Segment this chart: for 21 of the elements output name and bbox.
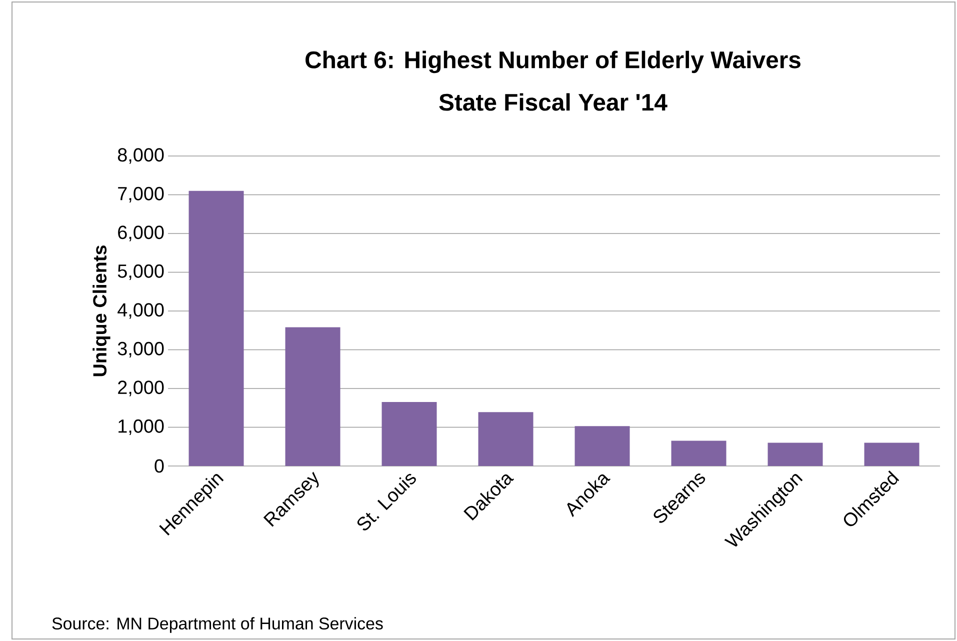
y-tick-label: 5,000 bbox=[118, 264, 164, 280]
y-tick-label: 4,000 bbox=[118, 303, 164, 319]
bar bbox=[188, 190, 244, 466]
bar bbox=[574, 426, 630, 466]
chart-title: Chart 6: Highest Number of Elderly Waivers bbox=[306, 50, 800, 74]
bar bbox=[478, 412, 534, 466]
bar bbox=[671, 440, 726, 466]
bar bbox=[864, 442, 920, 466]
y-tick-label: 1,000 bbox=[118, 419, 164, 436]
source-note: Source: MN Department of Human Services bbox=[52, 617, 383, 633]
bar bbox=[285, 327, 340, 466]
y-tick-label: 0 bbox=[154, 459, 164, 473]
y-axis-title: Unique Clients bbox=[92, 246, 110, 376]
bar bbox=[382, 402, 437, 466]
y-tick-label: 6,000 bbox=[118, 226, 164, 242]
y-tick-label: 3,000 bbox=[118, 342, 164, 358]
y-tick-label: 7,000 bbox=[118, 186, 164, 203]
y-tick-label: 8,000 bbox=[118, 148, 164, 164]
y-tick-label: 2,000 bbox=[118, 380, 164, 396]
bar bbox=[768, 442, 823, 466]
chart-subtitle: State Fiscal Year '14 bbox=[439, 93, 668, 111]
